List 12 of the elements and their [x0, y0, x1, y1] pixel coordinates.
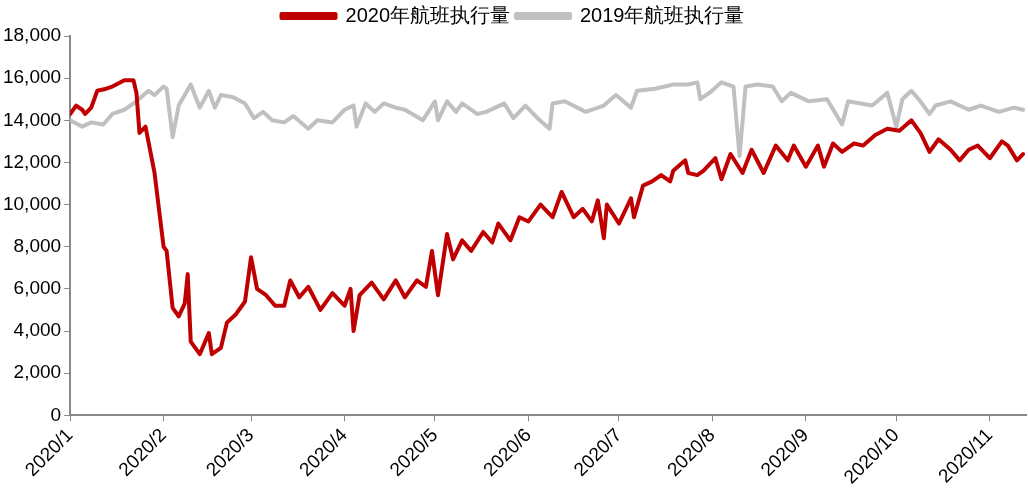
y-tick-label: 12,000	[2, 150, 62, 172]
legend-label: 2020年航班执行量	[345, 3, 511, 26]
y-tick-label: 10,000	[2, 192, 62, 214]
legend-label: 2019年航班执行量	[580, 3, 745, 26]
y-tick-label: 18,000	[2, 24, 62, 46]
y-tick-label: 0	[50, 403, 62, 425]
y-tick-label: 14,000	[2, 108, 62, 130]
y-tick-label: 6,000	[13, 277, 62, 299]
y-tick-label: 16,000	[2, 66, 62, 88]
y-tick-label: 2,000	[13, 361, 62, 383]
y-tick-label: 8,000	[13, 234, 62, 256]
y-tick-label: 4,000	[13, 319, 62, 341]
